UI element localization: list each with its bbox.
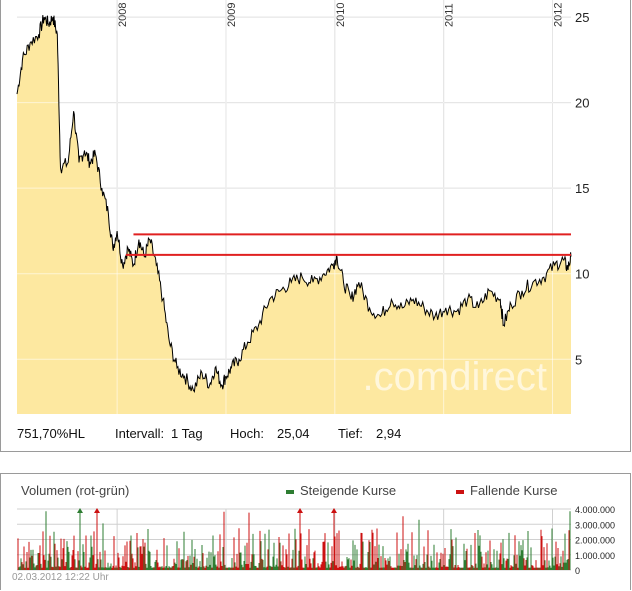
- volume-chart: 0 1.000.000 2.000.000 3.000.000 4.000.000: [17, 505, 615, 576]
- legend-rising-label: Steigende Kurse: [300, 483, 397, 498]
- interval-value: 1 Tag: [171, 426, 203, 441]
- y-tick-label: 15: [575, 181, 589, 196]
- x-tick-label: 2010: [335, 3, 347, 27]
- interval-label: Intervall:: [115, 426, 165, 441]
- price-line: [16, 15, 572, 393]
- y-tick-label: 5: [575, 352, 582, 367]
- price-chart-panel: 5 10 15 20 25 2008 2009 2010 2011 2012 .comdirect …: [0, 0, 631, 452]
- x-tick-label: 2009: [226, 3, 238, 27]
- y-tick-label: 20: [575, 96, 589, 111]
- volume-tick-label: 0: [575, 566, 580, 576]
- x-tick-label: 2008: [117, 3, 129, 27]
- legend-falling-swatch: [456, 489, 464, 494]
- high-value: 25,04: [277, 426, 310, 441]
- performance-value: 751,70%HL: [17, 426, 85, 441]
- volume-tick-label: 2.000.000: [575, 536, 615, 546]
- price-chart: 5 10 15 20 25 2008 2009 2010 2011 2012 .comdirect: [16, 0, 589, 414]
- volume-tick-label: 1.000.000: [575, 551, 615, 561]
- volume-title: Volumen (rot-grün): [21, 483, 130, 498]
- volume-overflow-arrow: [77, 508, 83, 513]
- high-label: Hoch:: [230, 426, 264, 441]
- legend-falling-label: Fallende Kurse: [470, 483, 558, 498]
- legend-rising-swatch: [286, 489, 294, 494]
- watermark-logo: .comdirect: [363, 355, 548, 399]
- legend-rising: Steigende Kurse: [286, 483, 396, 498]
- volume-tick-label: 3.000.000: [575, 520, 615, 530]
- volume-chart-panel: 0 1.000.000 2.000.000 3.000.000 4.000.000: [0, 473, 631, 590]
- volume-tick-label: 4.000.000: [575, 505, 615, 515]
- y-tick-label: 10: [575, 267, 589, 282]
- y-tick-label: 25: [575, 10, 589, 25]
- volume-overflow-arrow: [94, 508, 100, 513]
- volume-overflow-arrow: [331, 508, 337, 513]
- low-label: Tief:: [338, 426, 363, 441]
- legend-falling: Fallende Kurse: [456, 483, 557, 498]
- low-value: 2,94: [376, 426, 402, 441]
- volume-overflow-arrow: [297, 508, 303, 513]
- x-tick-label: 2011: [444, 3, 456, 27]
- timestamp: 02.03.2012 12:22 Uhr: [12, 572, 109, 583]
- x-tick-label: 2012: [552, 3, 564, 27]
